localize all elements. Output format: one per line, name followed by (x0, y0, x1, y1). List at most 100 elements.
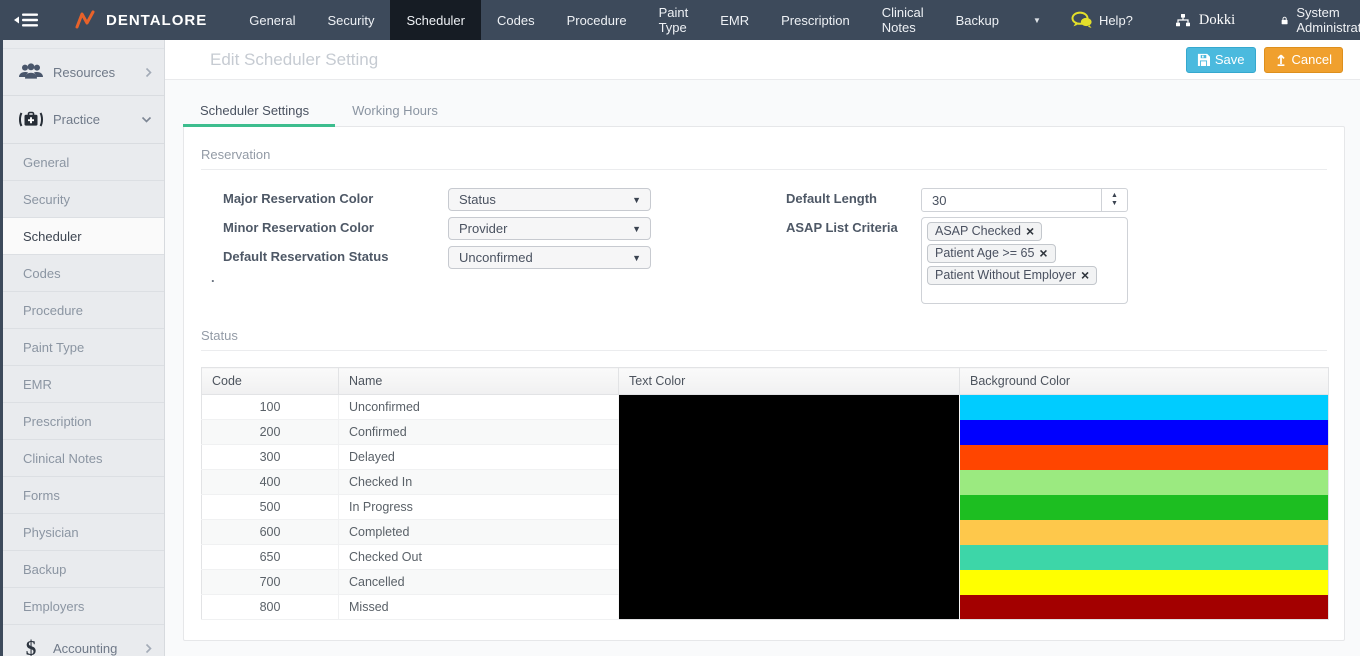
asap-tag: ASAP Checked × (927, 222, 1042, 241)
dokki-menu[interactable]: Dokki (1163, 12, 1247, 29)
sidebar-item-clinical-notes[interactable]: Clinical Notes (3, 440, 164, 477)
status-bg-color-cell[interactable] (960, 545, 1329, 570)
people-icon (15, 63, 47, 81)
sidebar-item-forms[interactable]: Forms (3, 477, 164, 514)
status-bg-color-cell[interactable] (960, 445, 1329, 470)
column-header-background-color: Background Color (960, 368, 1329, 395)
table-row: 500 In Progress (202, 495, 1329, 520)
status-text-color-cell[interactable] (619, 595, 960, 620)
sidebar-group-resources[interactable]: Resources (3, 48, 164, 96)
help-menu[interactable]: Help? (1059, 11, 1145, 29)
chevron-down-icon: ▼ (632, 253, 641, 263)
status-bg-color-cell[interactable] (960, 470, 1329, 495)
save-button[interactable]: Save (1186, 47, 1256, 73)
nav-item-emr[interactable]: EMR (704, 0, 765, 40)
nav-item-security[interactable]: Security (311, 0, 390, 40)
status-name-cell: Checked In (339, 470, 619, 495)
nav-item-backup[interactable]: Backup (940, 0, 1015, 40)
tab-working-hours[interactable]: Working Hours (335, 95, 464, 127)
status-text-color-cell[interactable] (619, 520, 960, 545)
remove-tag-icon[interactable]: × (1081, 268, 1089, 282)
asap-tag: Patient Without Employer × (927, 266, 1097, 285)
sidebar-item-general[interactable]: General (3, 144, 164, 181)
status-code-cell: 100 (202, 395, 339, 420)
minor-reservation-color-select[interactable]: Provider ▼ (448, 217, 651, 240)
status-bg-color-cell[interactable] (960, 570, 1329, 595)
lock-icon (1281, 14, 1288, 27)
sidebar-item-backup[interactable]: Backup (3, 551, 164, 588)
major-reservation-color-value: Status (459, 192, 496, 207)
status-name-cell: In Progress (339, 495, 619, 520)
default-reservation-status-label: Default Reservation Status (223, 249, 388, 264)
dollar-icon: $ (15, 636, 47, 656)
help-label: Help? (1099, 13, 1133, 28)
sidebar: Resources Practice General Security Sche… (3, 40, 165, 656)
app-logo[interactable]: DENTALORE (74, 0, 207, 40)
cancel-button[interactable]: Cancel (1264, 47, 1343, 73)
status-bg-color-cell[interactable] (960, 520, 1329, 545)
nav-item-clinical-notes[interactable]: Clinical Notes (866, 0, 940, 40)
status-text-color-cell[interactable] (619, 420, 960, 445)
status-bg-color-cell[interactable] (960, 595, 1329, 620)
dokki-label: Dokki (1199, 12, 1235, 29)
remove-tag-icon[interactable]: × (1039, 246, 1047, 260)
user-menu[interactable]: System Administrator ▼ (1269, 5, 1360, 35)
nav-overflow-dropdown[interactable]: ▼ (1015, 0, 1059, 40)
nav-item-scheduler[interactable]: Scheduler (390, 0, 481, 40)
table-row: 400 Checked In (202, 470, 1329, 495)
status-code-cell: 500 (202, 495, 339, 520)
sidebar-item-codes[interactable]: Codes (3, 255, 164, 292)
tab-scheduler-settings[interactable]: Scheduler Settings (183, 95, 335, 127)
sidebar-group-label: Practice (53, 112, 100, 127)
nav-item-procedure[interactable]: Procedure (551, 0, 643, 40)
sidebar-item-scheduler[interactable]: Scheduler (3, 218, 164, 255)
settings-tabs: Scheduler Settings Working Hours (183, 95, 1360, 126)
sidebar-group-practice[interactable]: Practice (3, 96, 164, 144)
status-text-color-cell[interactable] (619, 395, 960, 420)
default-reservation-status-select[interactable]: Unconfirmed ▼ (448, 246, 651, 269)
nav-item-paint-type[interactable]: Paint Type (643, 0, 705, 40)
status-text-color-cell[interactable] (619, 445, 960, 470)
asap-criteria-box[interactable]: ASAP Checked × Patient Age >= 65 × Patie… (921, 217, 1128, 304)
sidebar-item-prescription[interactable]: Prescription (3, 403, 164, 440)
hamburger-icon (14, 12, 40, 28)
sidebar-item-emr[interactable]: EMR (3, 366, 164, 403)
nav-item-codes[interactable]: Codes (481, 0, 551, 40)
sidebar-group-accounting[interactable]: $ Accounting (3, 625, 164, 656)
sidebar-group-label: Resources (53, 65, 115, 80)
table-row: 300 Delayed (202, 445, 1329, 470)
status-section-title: Status (201, 320, 1327, 351)
sitemap-icon (1175, 13, 1191, 28)
stray-dot: . (211, 270, 215, 285)
page-title: Edit Scheduler Setting (210, 50, 1186, 70)
sidebar-item-physician[interactable]: Physician (3, 514, 164, 551)
remove-tag-icon[interactable]: × (1026, 224, 1034, 238)
minor-reservation-color-label: Minor Reservation Color (223, 220, 374, 235)
nav-item-prescription[interactable]: Prescription (765, 0, 866, 40)
default-length-input[interactable] (921, 188, 1102, 212)
status-code-cell: 400 (202, 470, 339, 495)
sidebar-item-paint-type[interactable]: Paint Type (3, 329, 164, 366)
status-bg-color-cell[interactable] (960, 395, 1329, 420)
sidebar-item-employers[interactable]: Employers (3, 588, 164, 625)
medical-bag-icon (15, 110, 47, 130)
number-spinner[interactable]: ▲ ▼ (1102, 188, 1128, 212)
sidebar-group-label: Accounting (53, 641, 117, 656)
sidebar-collapse-button[interactable] (0, 0, 50, 40)
major-reservation-color-select[interactable]: Status ▼ (448, 188, 651, 211)
sidebar-item-security[interactable]: Security (3, 181, 164, 218)
status-text-color-cell[interactable] (619, 495, 960, 520)
status-code-cell: 700 (202, 570, 339, 595)
status-text-color-cell[interactable] (619, 470, 960, 495)
chevron-right-icon (145, 67, 152, 78)
status-text-color-cell[interactable] (619, 570, 960, 595)
status-bg-color-cell[interactable] (960, 495, 1329, 520)
chevron-down-icon (141, 116, 152, 123)
nav-item-general[interactable]: General (233, 0, 311, 40)
status-bg-color-cell[interactable] (960, 420, 1329, 445)
sidebar-item-procedure[interactable]: Procedure (3, 292, 164, 329)
cancel-button-label: Cancel (1292, 52, 1332, 67)
table-row: 600 Completed (202, 520, 1329, 545)
status-text-color-cell[interactable] (619, 545, 960, 570)
reservation-form: Major Reservation Color Status ▼ Minor R… (201, 170, 1327, 320)
